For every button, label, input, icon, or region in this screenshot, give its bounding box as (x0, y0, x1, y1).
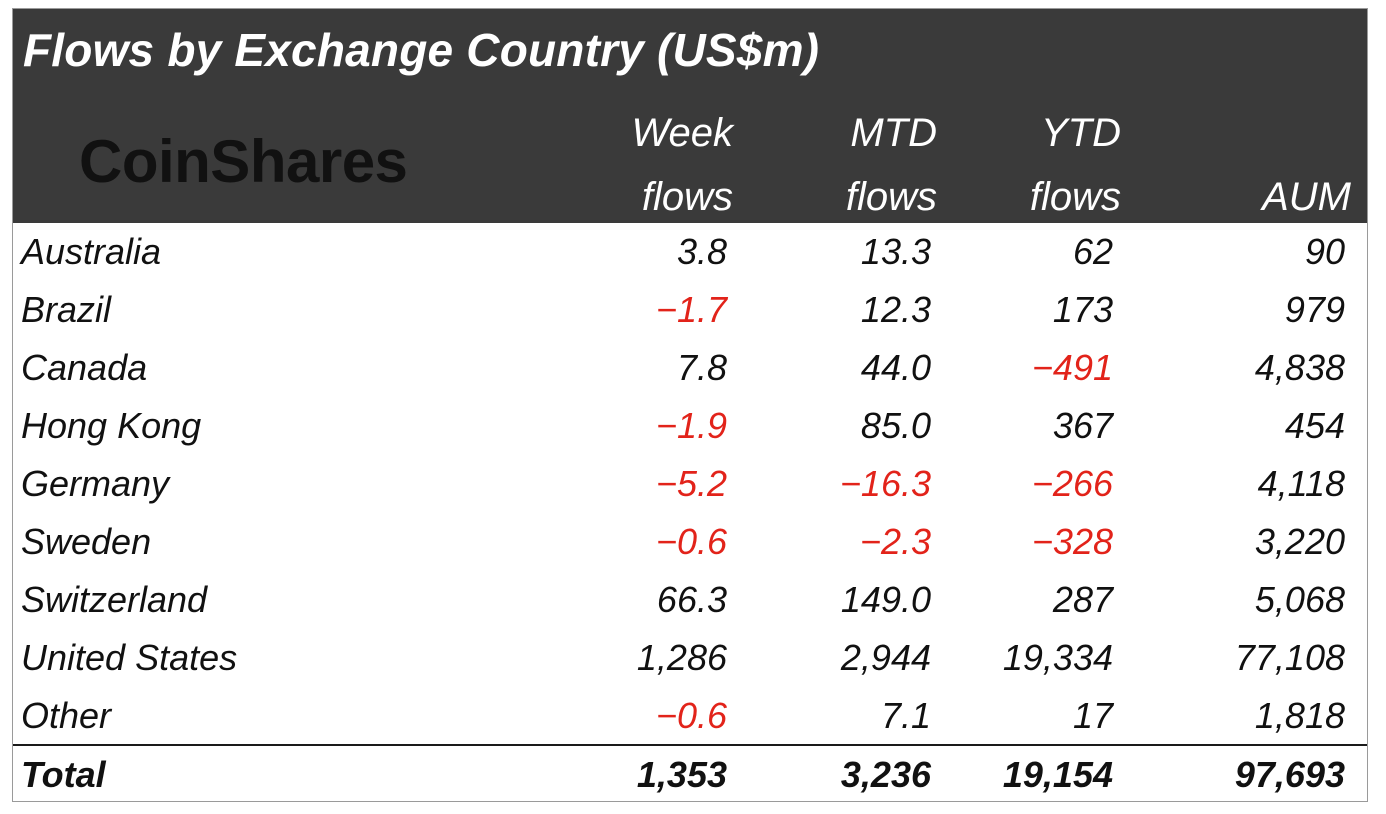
column-header-mtd-line1: MTD (850, 111, 937, 155)
total-label: Total (21, 754, 106, 795)
mtd-flows-cell: 44.0 (860, 347, 931, 388)
country-cell: Other (21, 695, 112, 736)
table-row: Hong Kong −1.9 85.0 367 454 (13, 397, 1367, 455)
ytd-flows-cell: −491 (1031, 347, 1113, 388)
mtd-flows-cell: −16.3 (839, 463, 931, 504)
table-row: Australia 3.8 13.3 62 90 (13, 223, 1367, 281)
ytd-flows-cell: −328 (1031, 521, 1113, 562)
aum-cell: 454 (1284, 405, 1345, 446)
week-flows-cell: −5.2 (655, 463, 727, 504)
aum-cell: 1,818 (1254, 695, 1345, 736)
week-flows-cell: 66.3 (656, 579, 727, 620)
country-cell: Canada (21, 347, 148, 388)
chart-title: Flows by Exchange Country (US$m) (23, 24, 820, 76)
column-header-mtd: MTD flows (846, 101, 937, 229)
total-mtd-flows-cell: 3,236 (840, 754, 931, 795)
table-row: Germany −5.2 −16.3 −266 4,118 (13, 455, 1367, 513)
column-header-week-line2: flows (641, 175, 733, 219)
column-header-aum: AUM (1262, 101, 1351, 229)
country-cell: Switzerland (21, 579, 208, 620)
column-header-ytd: YTD flows (1030, 101, 1121, 229)
column-header-aum-line2: AUM (1262, 175, 1351, 219)
ytd-flows-cell: 367 (1052, 405, 1113, 446)
column-header-ytd-line2: flows (1029, 175, 1121, 219)
week-flows-cell: −0.6 (655, 695, 727, 736)
column-header-ytd-line1: YTD (1041, 111, 1121, 155)
mtd-flows-cell: 13.3 (860, 231, 931, 272)
ytd-flows-cell: 173 (1052, 289, 1113, 330)
aum-cell: 979 (1284, 289, 1345, 330)
mtd-flows-cell: 85.0 (860, 405, 931, 446)
week-flows-cell: −1.7 (655, 289, 727, 330)
country-cell: Brazil (21, 289, 112, 330)
mtd-flows-cell: 149.0 (840, 579, 931, 620)
ytd-flows-cell: 287 (1052, 579, 1113, 620)
column-header-week-line1: Week (631, 111, 733, 155)
aum-cell: 5,068 (1254, 579, 1345, 620)
flows-table-card: Flows by Exchange Country (US$m) CoinSha… (12, 8, 1368, 802)
country-cell: Sweden (21, 521, 152, 562)
week-flows-cell: −0.6 (655, 521, 727, 562)
mtd-flows-cell: −2.3 (859, 521, 931, 562)
table-row: Other −0.6 7.1 17 1,818 (13, 687, 1367, 745)
column-header-week: Week flows (631, 101, 733, 229)
column-header-mtd-line2: flows (845, 175, 937, 219)
table-row: Canada 7.8 44.0 −491 4,838 (13, 339, 1367, 397)
ytd-flows-cell: 19,334 (1002, 637, 1113, 678)
week-flows-cell: 3.8 (676, 231, 727, 272)
total-row: Total 1,353 3,236 19,154 97,693 (13, 746, 1367, 804)
table-header: Flows by Exchange Country (US$m) CoinSha… (13, 9, 1367, 223)
aum-cell: 90 (1304, 231, 1345, 272)
aum-cell: 77,108 (1234, 637, 1345, 678)
aum-cell: 4,838 (1254, 347, 1345, 388)
week-flows-cell: 7.8 (676, 347, 727, 388)
mtd-flows-cell: 7.1 (880, 695, 931, 736)
country-cell: Hong Kong (21, 405, 202, 446)
week-flows-cell: 1,286 (636, 637, 727, 678)
coinshares-logo: CoinShares (79, 128, 408, 195)
ytd-flows-cell: 62 (1072, 231, 1113, 272)
total-ytd-flows-cell: 19,154 (1002, 754, 1113, 795)
mtd-flows-cell: 2,944 (840, 637, 931, 678)
country-cell: Germany (21, 463, 170, 504)
total-week-flows-cell: 1,353 (636, 754, 727, 795)
mtd-flows-cell: 12.3 (860, 289, 931, 330)
table-row: United States 1,286 2,944 19,334 77,108 (13, 629, 1367, 687)
table-row: Sweden −0.6 −2.3 −328 3,220 (13, 513, 1367, 571)
total-aum-cell: 97,693 (1234, 754, 1345, 795)
total-divider (13, 744, 1367, 746)
aum-cell: 4,118 (1257, 463, 1345, 504)
column-header-aum-line1 (1262, 101, 1351, 165)
table-row: Brazil −1.7 12.3 173 979 (13, 281, 1367, 339)
aum-cell: 3,220 (1254, 521, 1345, 562)
ytd-flows-cell: −266 (1031, 463, 1113, 504)
week-flows-cell: −1.9 (655, 405, 727, 446)
country-cell: Australia (21, 231, 162, 272)
country-cell: United States (21, 637, 238, 678)
ytd-flows-cell: 17 (1072, 695, 1113, 736)
table-row: Switzerland 66.3 149.0 287 5,068 (13, 571, 1367, 629)
